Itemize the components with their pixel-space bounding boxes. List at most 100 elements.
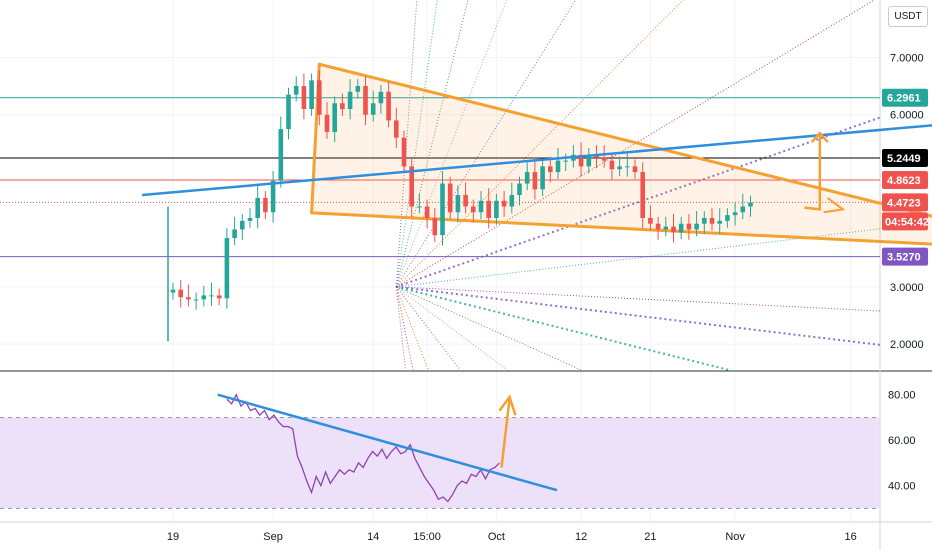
price-tag-label: 4.4723 xyxy=(887,197,921,209)
price-tick-label: 7.0000 xyxy=(890,52,924,64)
time-tick-label: 21 xyxy=(644,531,656,543)
candle-body xyxy=(394,120,399,138)
price-tag xyxy=(882,247,928,266)
candle-body xyxy=(586,154,592,167)
rsi-band xyxy=(0,417,880,509)
trendlines-and-arrows xyxy=(142,124,932,214)
candle-body xyxy=(648,217,653,224)
candle-body xyxy=(216,295,222,299)
candle-body xyxy=(678,223,684,233)
candle-body xyxy=(355,86,361,92)
price-tick-label: 3.0000 xyxy=(890,282,924,294)
candle-body xyxy=(478,200,484,213)
fan-line xyxy=(396,285,730,371)
rsi-arrowhead xyxy=(498,394,517,416)
candle-body xyxy=(193,299,199,301)
candle-body xyxy=(732,212,738,216)
candle-body xyxy=(748,202,753,207)
candle-body xyxy=(663,226,669,230)
candle-body xyxy=(424,206,430,218)
candle-body xyxy=(617,166,622,170)
rsi-tick-label: 60.00 xyxy=(888,435,916,447)
price-tags: 6.2961 5.2449 4.8623 4.4723 3.5270 04:54:42 xyxy=(882,88,929,266)
candle-body xyxy=(578,154,584,167)
candle-body xyxy=(209,295,214,297)
candle-body xyxy=(263,197,268,213)
time-tick-label: 12 xyxy=(575,531,587,543)
candle-body xyxy=(224,238,230,299)
price-tag xyxy=(882,193,928,212)
candle-body xyxy=(432,217,438,236)
price-tick-label: 6.0000 xyxy=(890,110,924,122)
candle-body xyxy=(655,223,661,230)
price-tag-label: 3.5270 xyxy=(887,252,921,264)
candle-body xyxy=(317,80,322,115)
fan-line xyxy=(395,286,414,371)
fan-line xyxy=(396,286,582,371)
candle-body xyxy=(717,220,722,224)
breakout-arrow xyxy=(804,133,822,211)
time-axis[interactable]: 19 Sep 14 15:00 Oct 12 21 Nov 16 xyxy=(167,531,857,543)
candle-body xyxy=(340,103,345,109)
gann-fan xyxy=(395,0,881,371)
candle-body xyxy=(463,195,468,207)
retest-arrow xyxy=(823,197,846,214)
time-tick-label: Oct xyxy=(488,531,505,543)
fan-line xyxy=(396,286,881,312)
candle-body xyxy=(301,86,307,109)
rsi-line xyxy=(226,393,500,503)
candle-body xyxy=(440,183,445,236)
candle-body xyxy=(486,200,491,218)
candle-body xyxy=(709,217,715,224)
candle-body xyxy=(725,215,730,221)
fan-line xyxy=(395,0,438,287)
time-tick-label: 14 xyxy=(367,531,379,543)
candle-body xyxy=(594,154,599,158)
fan-line xyxy=(395,286,508,371)
candle-body xyxy=(740,206,746,213)
price-tick-label: 2.0000 xyxy=(890,339,924,351)
currency-badge[interactable]: USDT xyxy=(888,6,928,27)
candle-body xyxy=(255,197,260,218)
candle-body xyxy=(455,195,461,213)
candle-body xyxy=(494,200,499,218)
price-tag xyxy=(882,149,928,168)
candle-body xyxy=(363,86,368,115)
price-tag-label: 6.2961 xyxy=(887,93,921,105)
candle-body xyxy=(555,160,561,173)
candle-body xyxy=(517,183,522,196)
rsi-tick-label: 80.00 xyxy=(888,390,916,402)
candle-body xyxy=(409,166,414,207)
candle-body xyxy=(640,172,645,218)
fan-line xyxy=(395,286,407,371)
candle-body xyxy=(524,172,530,184)
price-axis[interactable]: 7.0000 6.0000 3.0000 2.0000 80.00 60.00 40.00 xyxy=(888,52,924,492)
countdown-label: 04:54:42 xyxy=(885,216,929,228)
fan-line xyxy=(396,285,881,346)
candle-body xyxy=(671,226,676,233)
fan-line xyxy=(395,116,881,288)
candle-body xyxy=(232,229,237,239)
candle-body xyxy=(401,137,407,167)
candle-body xyxy=(178,289,183,298)
candle-body xyxy=(632,166,638,173)
candle-body xyxy=(540,166,545,190)
candle-body xyxy=(378,91,384,104)
candle-body xyxy=(532,172,538,190)
price-tag-label: 5.2449 xyxy=(887,153,921,165)
rsi-tick-label: 40.00 xyxy=(888,481,916,493)
fan-line xyxy=(395,286,429,371)
fan-line xyxy=(395,286,461,371)
fan-line xyxy=(395,0,508,288)
time-tick-label: 19 xyxy=(167,531,179,543)
candle-body xyxy=(471,206,476,213)
time-tick-label: 16 xyxy=(844,531,856,543)
candle-body xyxy=(625,166,630,168)
candle-body xyxy=(501,200,507,207)
candle-body xyxy=(324,114,330,132)
candle-body xyxy=(347,91,353,109)
candle-body xyxy=(201,295,207,300)
price-tag xyxy=(882,170,928,189)
candle-body xyxy=(386,91,391,121)
